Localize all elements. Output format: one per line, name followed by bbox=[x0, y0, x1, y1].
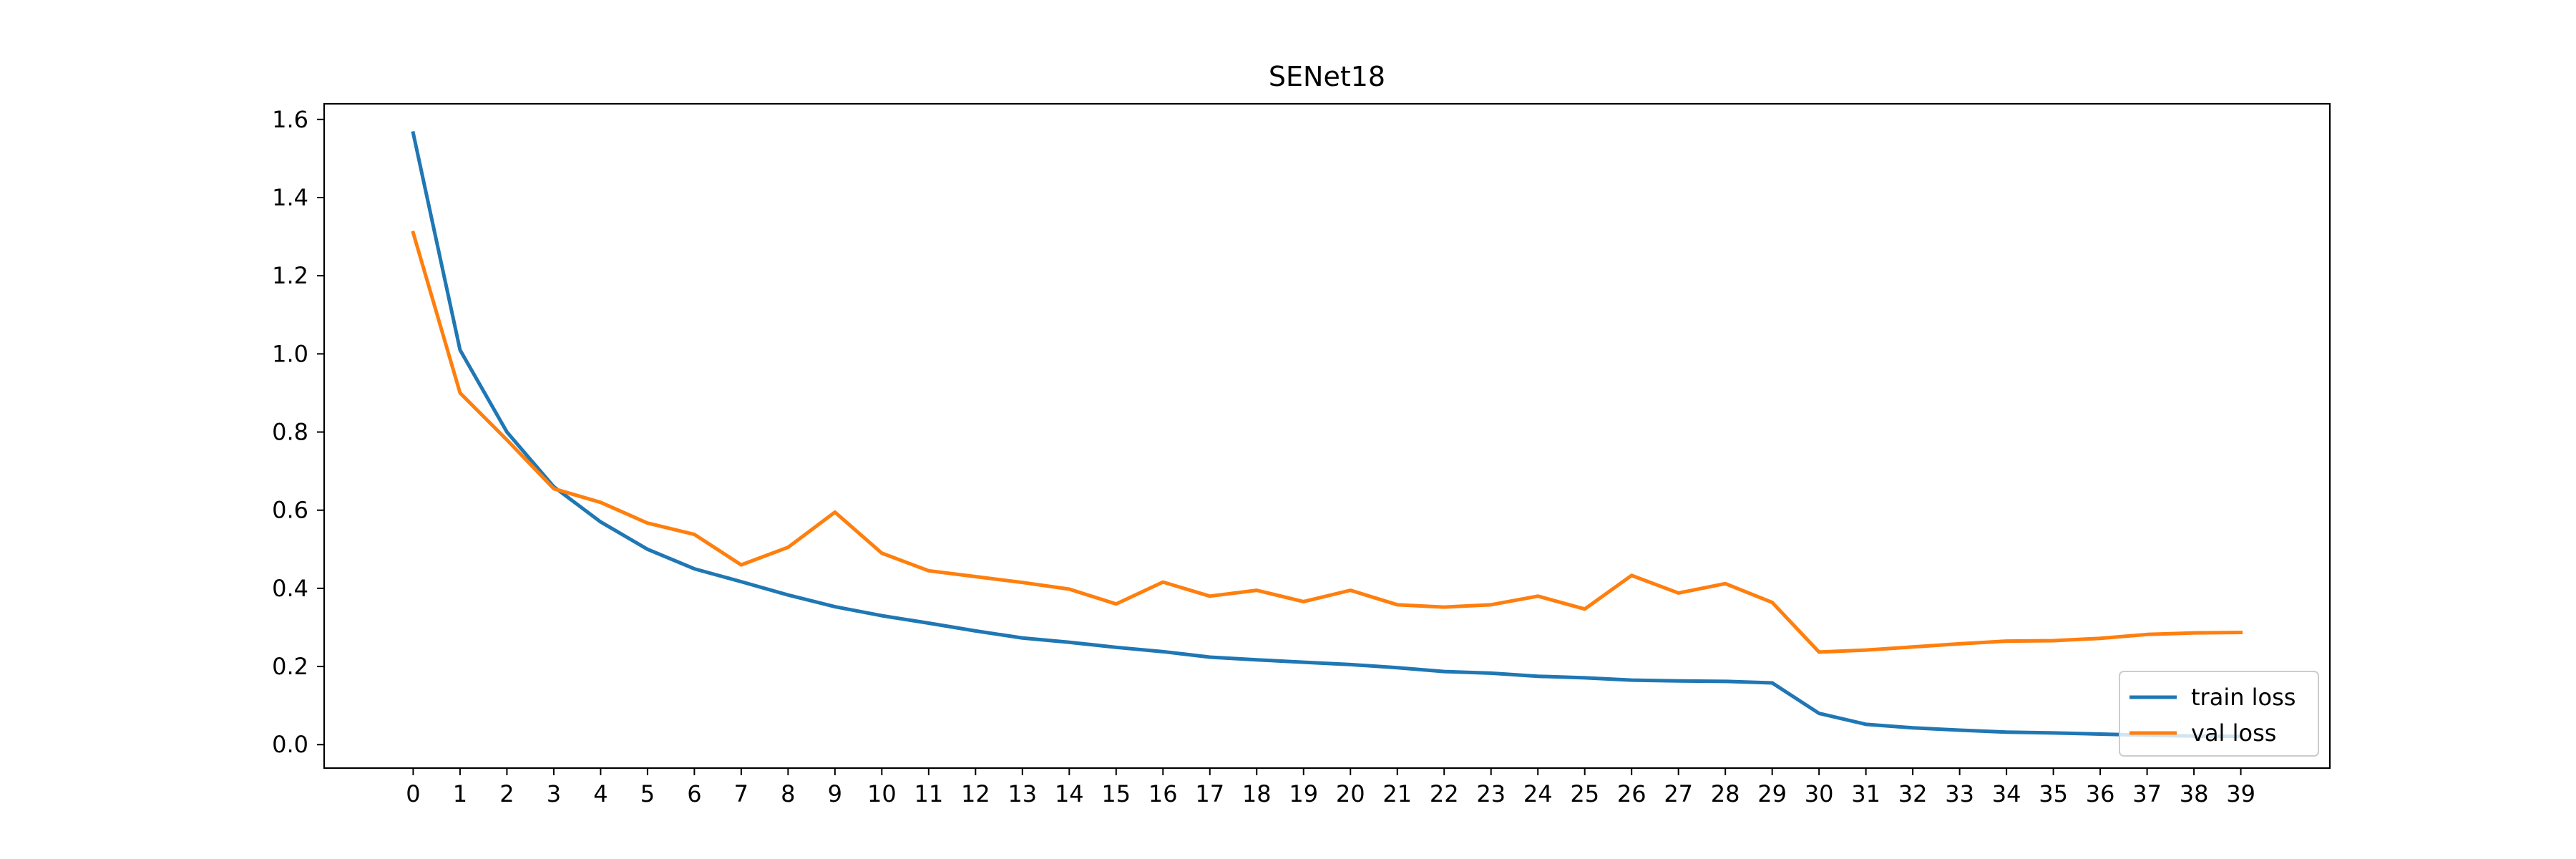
y-tick-label: 1.0 bbox=[272, 340, 308, 367]
x-tick-label: 11 bbox=[914, 780, 943, 807]
x-tick-label: 28 bbox=[1711, 780, 1740, 807]
x-tick-label: 15 bbox=[1101, 780, 1131, 807]
x-tick-label: 17 bbox=[1195, 780, 1224, 807]
x-tick-label: 13 bbox=[1008, 780, 1037, 807]
x-tick-label: 30 bbox=[1805, 780, 1834, 807]
x-tick-label: 3 bbox=[547, 780, 561, 807]
x-tick-label: 27 bbox=[1664, 780, 1693, 807]
x-tick-label: 20 bbox=[1336, 780, 1365, 807]
x-tick-label: 18 bbox=[1242, 780, 1272, 807]
x-tick-label: 32 bbox=[1898, 780, 1928, 807]
x-tick-label: 39 bbox=[2226, 780, 2255, 807]
x-tick-label: 12 bbox=[961, 780, 990, 807]
y-tick-label: 1.4 bbox=[272, 184, 308, 211]
x-tick-label: 0 bbox=[406, 780, 420, 807]
x-tick-label: 38 bbox=[2180, 780, 2209, 807]
x-tick-label: 21 bbox=[1382, 780, 1412, 807]
x-tick-label: 23 bbox=[1476, 780, 1506, 807]
x-tick-label: 36 bbox=[2086, 780, 2115, 807]
x-tick-label: 10 bbox=[867, 780, 897, 807]
x-tick-label: 29 bbox=[1757, 780, 1787, 807]
y-tick-label: 0.0 bbox=[272, 731, 308, 758]
x-tick-label: 16 bbox=[1148, 780, 1178, 807]
legend-label: val loss bbox=[2191, 719, 2276, 747]
x-tick-label: 2 bbox=[499, 780, 514, 807]
plot-frame bbox=[323, 102, 2331, 770]
y-tick-label: 0.8 bbox=[272, 419, 308, 446]
y-tick-label: 0.4 bbox=[272, 575, 308, 602]
y-tick-label: 1.2 bbox=[272, 262, 308, 289]
series-line-train-loss bbox=[411, 130, 2243, 739]
x-tick-label: 9 bbox=[828, 780, 842, 807]
x-tick-label: 24 bbox=[1523, 780, 1553, 807]
x-tick-label: 37 bbox=[2132, 780, 2162, 807]
x-tick-label: 6 bbox=[687, 780, 701, 807]
x-tick-label: 33 bbox=[1945, 780, 1974, 807]
x-tick-label: 19 bbox=[1289, 780, 1318, 807]
x-tick-label: 1 bbox=[453, 780, 467, 807]
x-tick-label: 25 bbox=[1570, 780, 1599, 807]
axes: 0 1 2 3 4 5 6 7 8 9 10 11 12 13 14 15 16 17 18 19 20 21 22 23 24… bbox=[272, 102, 2331, 807]
x-tick-label: 35 bbox=[2039, 780, 2068, 807]
x-tick-label: 26 bbox=[1617, 780, 1646, 807]
y-tick-label: 1.6 bbox=[272, 106, 308, 133]
x-tick-label: 14 bbox=[1055, 780, 1084, 807]
x-tick-label: 34 bbox=[1992, 780, 2021, 807]
x-tick-label: 4 bbox=[593, 780, 608, 807]
chart-title: SENet18 bbox=[1269, 61, 1385, 92]
legend-label: train loss bbox=[2191, 684, 2296, 711]
series-line-val-loss bbox=[411, 230, 2243, 654]
x-tick-label: 22 bbox=[1430, 780, 1459, 807]
x-tick-label: 8 bbox=[781, 780, 795, 807]
x-tick-label: 5 bbox=[640, 780, 655, 807]
x-tick-label: 31 bbox=[1851, 780, 1880, 807]
y-tick-label: 0.6 bbox=[272, 497, 308, 524]
x-tick-label: 7 bbox=[734, 780, 748, 807]
y-tick-label: 0.2 bbox=[272, 653, 308, 680]
legend: train loss val loss bbox=[2119, 671, 2319, 757]
series-layer bbox=[411, 130, 2243, 739]
